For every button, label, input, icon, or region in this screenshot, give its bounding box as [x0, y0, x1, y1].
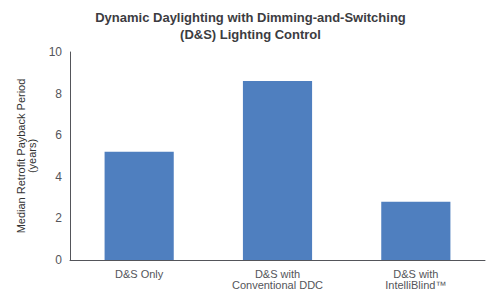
svg-text:6: 6	[55, 128, 62, 142]
svg-text:D&S with: D&S with	[254, 267, 301, 280]
svg-text:(years): (years)	[26, 139, 38, 173]
svg-text:0: 0	[55, 253, 62, 267]
svg-text:Median Retrofit Payback Period: Median Retrofit Payback Period	[15, 78, 28, 234]
svg-text:8: 8	[55, 87, 62, 101]
svg-text:D&S Only: D&S Only	[115, 268, 164, 280]
svg-text:10: 10	[49, 45, 63, 59]
svg-text:2: 2	[55, 211, 62, 225]
svg-text:IntelliBlind™: IntelliBlind™	[385, 279, 446, 291]
svg-text:(D&S) Lighting Control: (D&S) Lighting Control	[180, 27, 321, 42]
svg-text:4: 4	[55, 170, 62, 184]
svg-text:D&S with: D&S with	[393, 267, 439, 280]
svg-text:Conventional DDC: Conventional DDC	[232, 279, 323, 291]
svg-text:Dynamic Daylighting with Dimmi: Dynamic Daylighting with Dimming-and-Swi…	[95, 10, 406, 25]
